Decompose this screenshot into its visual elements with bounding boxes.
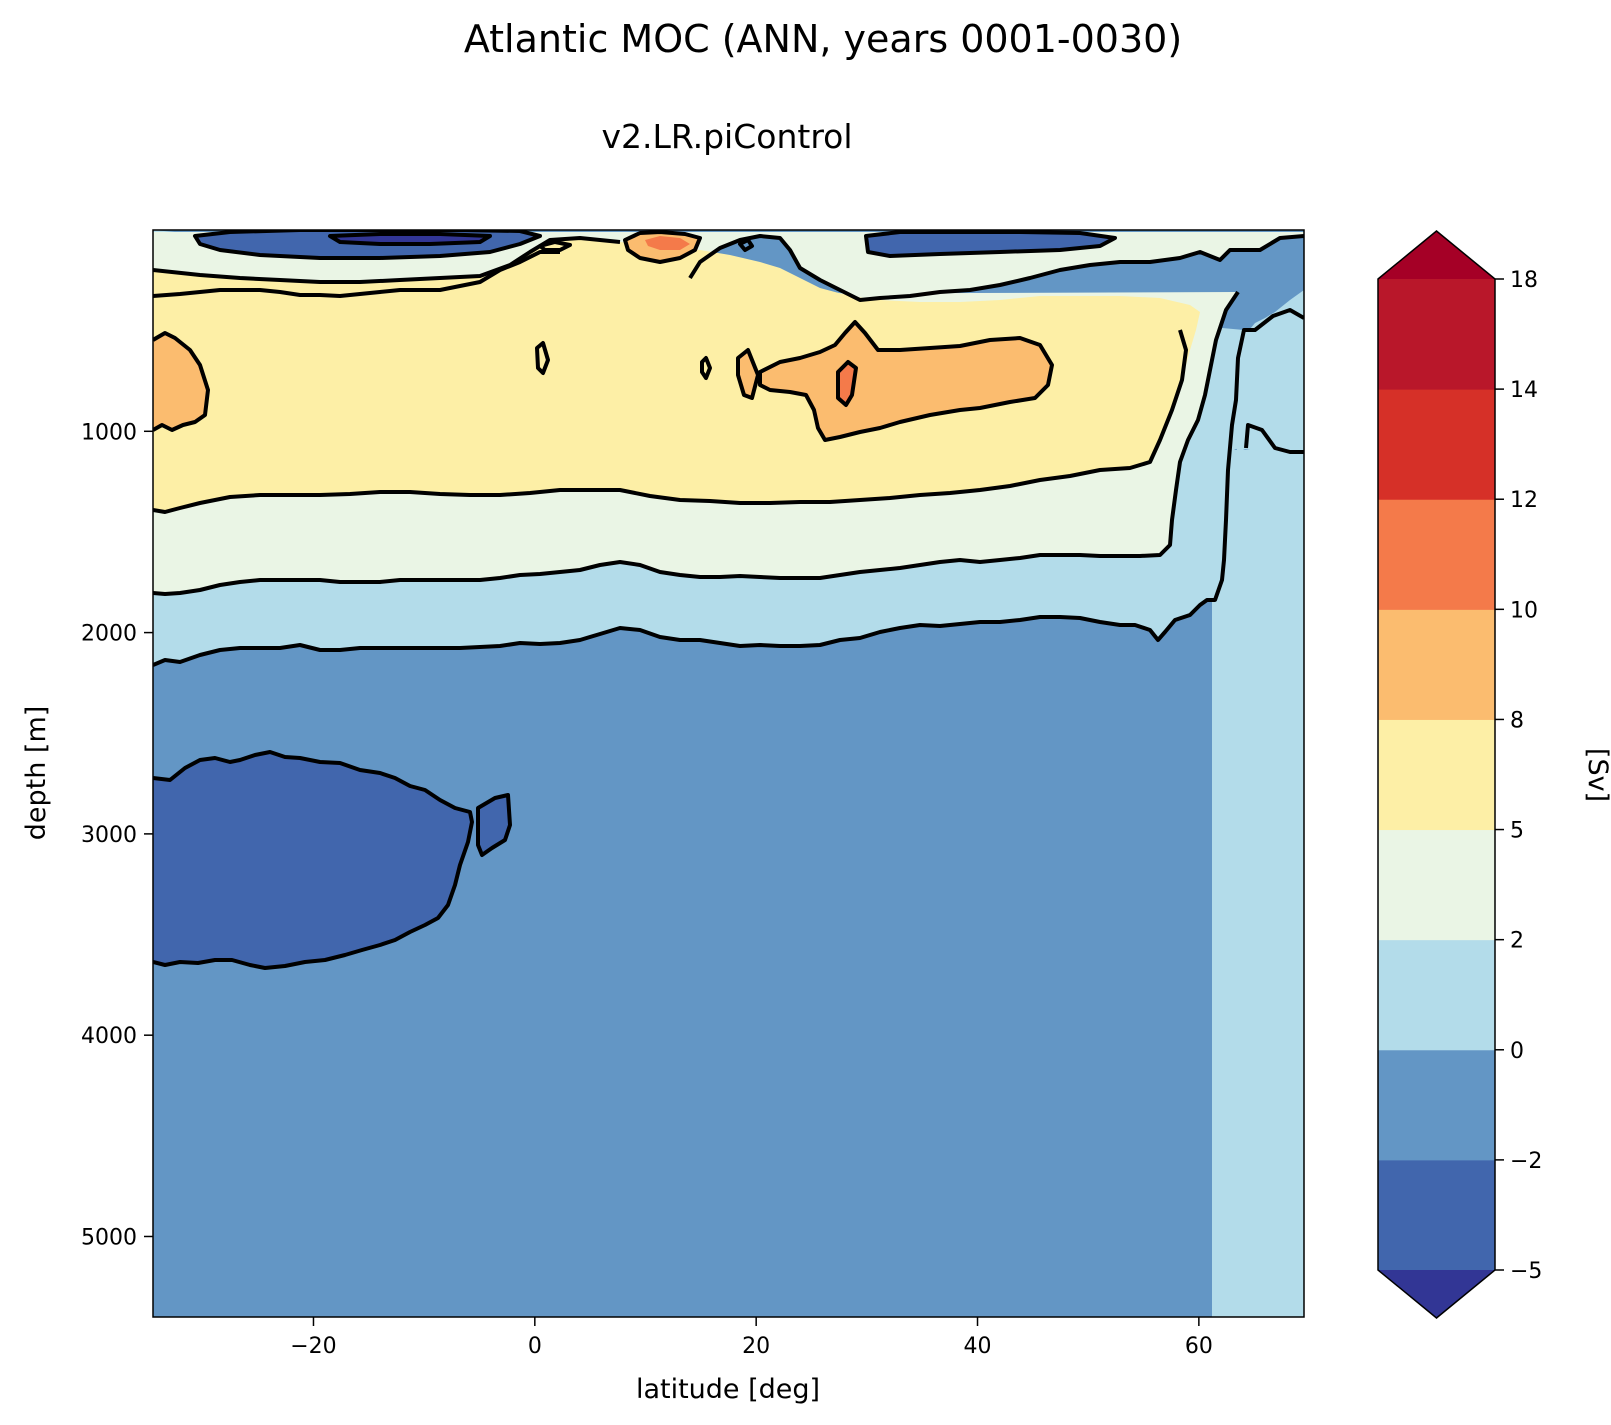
- x-axis: −20 0 20 40 60: [290, 1317, 1213, 1359]
- contour-line-small-c: [538, 240, 572, 252]
- colorbar-segment: [1378, 1049, 1495, 1161]
- colorbar-tick-label: 8: [1510, 708, 1524, 733]
- contour-line-2: [153, 290, 1240, 596]
- y-axis-label: depth [m]: [21, 706, 52, 841]
- contour-line-upper-2b: [688, 234, 1304, 302]
- contour-line-0: [153, 308, 1304, 667]
- colorbar: −5 −2 0 2 5 8 10 12 14 18: [1377, 230, 1542, 1319]
- contour-line-8-south: [153, 331, 210, 432]
- chart-subtitle: v2.LR.piControl: [601, 117, 852, 156]
- band-8-to-10-core: [760, 322, 1052, 440]
- colorbar-segment: [1378, 499, 1495, 610]
- contour-line-deep: [153, 750, 474, 970]
- x-tick-label: −20: [290, 1334, 336, 1359]
- x-axis-label: latitude [deg]: [636, 1374, 820, 1405]
- band-minus5-to-minus2-deep: [153, 752, 472, 968]
- colorbar-segment: [1378, 1159, 1495, 1271]
- colorbar-tick-label: 5: [1510, 819, 1524, 844]
- contour-line-8-small: [736, 348, 760, 400]
- colorbar-tick-label: 10: [1510, 598, 1538, 623]
- contour-line-north-surface: [864, 230, 1117, 258]
- chart-title: Atlantic MOC (ANN, years 0001-0030): [464, 17, 1182, 61]
- y-tick-label: 4000: [81, 1024, 137, 1049]
- colorbar-tick-label: 14: [1510, 378, 1538, 403]
- x-tick-label: 20: [742, 1334, 770, 1359]
- contour-line-surface-8: [623, 230, 702, 264]
- x-tick-label: 60: [1185, 1334, 1213, 1359]
- colorbar-segment: [1378, 389, 1495, 500]
- colorbar-segment: [1378, 939, 1495, 1051]
- band-10-to-12-surface: [645, 236, 690, 250]
- x-tick-label: 0: [528, 1334, 542, 1359]
- contour-line-5: [153, 329, 1188, 514]
- colorbar-tick-label: 18: [1510, 268, 1538, 293]
- colorbar-tick-label: 12: [1510, 488, 1538, 513]
- colorbar-segment: [1378, 719, 1495, 831]
- colorbar-segment: [1378, 829, 1495, 941]
- contour-line-small-b: [700, 356, 712, 380]
- y-axis: 1000 2000 3000 4000 5000: [81, 420, 153, 1250]
- colorbar-over-extension: [1378, 231, 1495, 279]
- contour-line-small-d: [738, 238, 754, 252]
- y-tick-label: 2000: [81, 622, 137, 647]
- plot-frame: [152, 229, 1305, 1318]
- colorbar-label: [Sv]: [1582, 748, 1611, 802]
- x-tick-label: 40: [964, 1334, 992, 1359]
- colorbar-under-extension: [1378, 1270, 1495, 1318]
- colorbar-segment: [1378, 609, 1495, 720]
- colorbar-tick-label: −2: [1510, 1149, 1542, 1174]
- contour-line-surface-neg-inner: [328, 232, 492, 246]
- contour-line-surface-neg: [193, 230, 542, 260]
- colorbar-tick-label: −5: [1510, 1259, 1542, 1284]
- colorbar-tick-label: 0: [1510, 1039, 1524, 1064]
- colorbar-segment: [1378, 279, 1495, 390]
- contour-line-10: [836, 360, 858, 407]
- contour-line-small-a: [535, 341, 550, 375]
- plot-area: [153, 230, 1304, 1317]
- colorbar-tick-label: 2: [1510, 929, 1524, 954]
- band-5-to-8: [153, 238, 1200, 512]
- contour-line-deep-small: [476, 793, 512, 857]
- y-tick-label: 5000: [81, 1225, 137, 1250]
- contour-line-0-deep: [1244, 423, 1304, 454]
- contour-line-5-upper: [153, 236, 621, 284]
- contour-line-8-core: [758, 320, 1054, 442]
- y-tick-label: 3000: [81, 823, 137, 848]
- contour-line-upper-2: [153, 250, 560, 298]
- y-tick-label: 1000: [81, 420, 137, 445]
